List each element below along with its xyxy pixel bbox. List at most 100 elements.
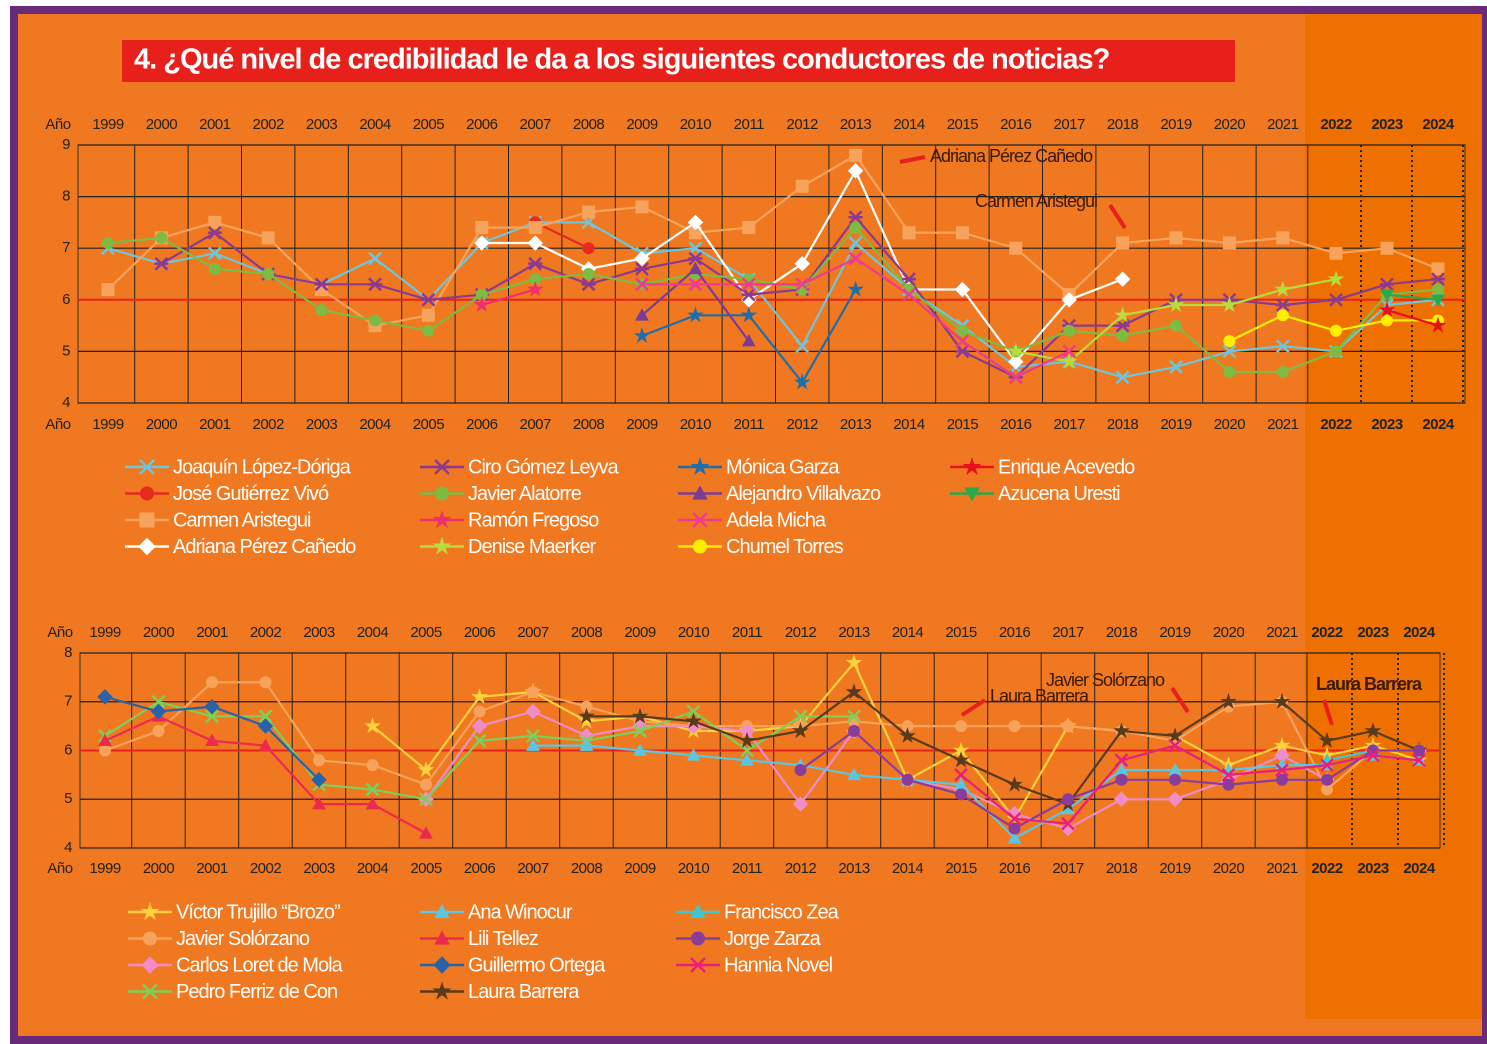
x-tick-label: 2023 xyxy=(1357,624,1389,641)
point xyxy=(208,215,222,229)
point xyxy=(847,709,861,724)
point xyxy=(526,738,540,751)
x-tick-label: 2004 xyxy=(359,416,391,433)
x-tick-label: 2003 xyxy=(306,416,338,433)
point xyxy=(154,256,169,271)
point xyxy=(1276,366,1289,379)
annotation: Adriana Pérez Cañedo xyxy=(930,146,1093,166)
point xyxy=(471,718,488,734)
point xyxy=(205,709,219,724)
x-tick-label: 2012 xyxy=(787,416,819,433)
point xyxy=(475,288,488,301)
point xyxy=(205,733,219,747)
point xyxy=(1062,793,1074,806)
point xyxy=(1380,289,1394,302)
legend-label: José Gutiérrez Vivó xyxy=(173,483,329,505)
point xyxy=(848,210,863,225)
frame xyxy=(10,6,1487,1044)
point xyxy=(631,707,649,724)
x-tick-label: 2023 xyxy=(1371,416,1403,433)
point xyxy=(155,231,168,244)
annotation-arrow xyxy=(899,155,926,164)
legend-marker xyxy=(692,512,708,528)
x-tick-label: 2009 xyxy=(624,860,656,877)
point xyxy=(794,764,807,776)
x-axis-label: Año xyxy=(47,860,72,877)
legend-marker xyxy=(434,930,450,945)
point xyxy=(954,281,971,298)
point xyxy=(847,280,864,297)
point xyxy=(956,324,969,337)
legend-marker xyxy=(690,903,706,919)
point xyxy=(1116,329,1129,342)
point xyxy=(1061,292,1077,308)
point xyxy=(529,273,542,286)
point xyxy=(419,826,433,839)
series-line xyxy=(1386,293,1439,301)
x-tick-label: 2006 xyxy=(464,624,496,641)
x-tick-label: 2024 xyxy=(1403,624,1436,641)
x-tick-label: 1999 xyxy=(92,416,124,433)
point xyxy=(1062,344,1077,359)
point xyxy=(1329,246,1343,260)
x-tick-label: 2020 xyxy=(1213,624,1245,641)
point xyxy=(1321,773,1333,786)
x-tick-label: 2022 xyxy=(1311,624,1343,641)
point xyxy=(257,718,274,734)
point xyxy=(1006,775,1023,792)
y-tick-label: 8 xyxy=(62,188,70,205)
y-tick-label: 5 xyxy=(62,342,70,359)
point xyxy=(421,308,435,322)
annotation: Laura Barrera xyxy=(990,686,1090,706)
point xyxy=(1114,271,1131,287)
annotation-arrow xyxy=(960,698,987,717)
y-tick-label: 7 xyxy=(62,239,70,256)
point xyxy=(1412,753,1426,768)
x-tick-label: 2019 xyxy=(1160,116,1192,133)
legend-marker xyxy=(139,459,155,475)
y-tick-label: 8 xyxy=(64,644,72,661)
point xyxy=(578,712,595,729)
y-tick-label: 5 xyxy=(64,790,72,807)
point xyxy=(1060,820,1076,837)
x-tick-label: 2009 xyxy=(626,416,658,433)
point xyxy=(527,235,543,251)
point xyxy=(364,717,381,734)
x-tick-label: 2003 xyxy=(306,116,338,133)
series-line xyxy=(1386,309,1439,327)
x-tick-label: 2002 xyxy=(250,624,282,641)
point xyxy=(1321,783,1333,796)
legend-marker xyxy=(139,512,155,528)
x-tick-label: 2004 xyxy=(359,116,391,133)
point xyxy=(582,205,596,219)
point xyxy=(258,738,273,751)
point xyxy=(259,676,272,689)
point xyxy=(954,767,968,782)
x-tick-label: 2006 xyxy=(466,416,498,433)
point xyxy=(847,767,861,781)
x-tick-label: 2013 xyxy=(840,116,872,133)
point xyxy=(1364,722,1382,739)
point xyxy=(97,689,113,705)
point xyxy=(582,242,595,255)
legend-label: Denise Maerker xyxy=(468,536,597,558)
legend-marker xyxy=(691,931,705,946)
point xyxy=(475,221,489,235)
point xyxy=(204,698,220,715)
legend-label: Ramón Fregoso xyxy=(468,509,599,531)
point xyxy=(421,292,436,307)
point xyxy=(208,262,221,275)
point xyxy=(471,688,488,705)
point xyxy=(1114,753,1129,768)
x-tick-label: 2001 xyxy=(196,624,228,641)
point xyxy=(369,314,381,327)
x-tick-label: 2019 xyxy=(1159,624,1191,641)
legend-label: Javier Solórzano xyxy=(176,928,310,950)
x-tick-label: 2016 xyxy=(1000,416,1032,433)
point xyxy=(365,797,380,810)
point xyxy=(1062,720,1074,733)
x-tick-label: 2016 xyxy=(999,624,1031,641)
x-tick-label: 2022 xyxy=(1320,116,1352,133)
x-tick-label: 2016 xyxy=(999,860,1031,877)
legend-label: Pedro Ferriz de Con xyxy=(176,981,337,1003)
